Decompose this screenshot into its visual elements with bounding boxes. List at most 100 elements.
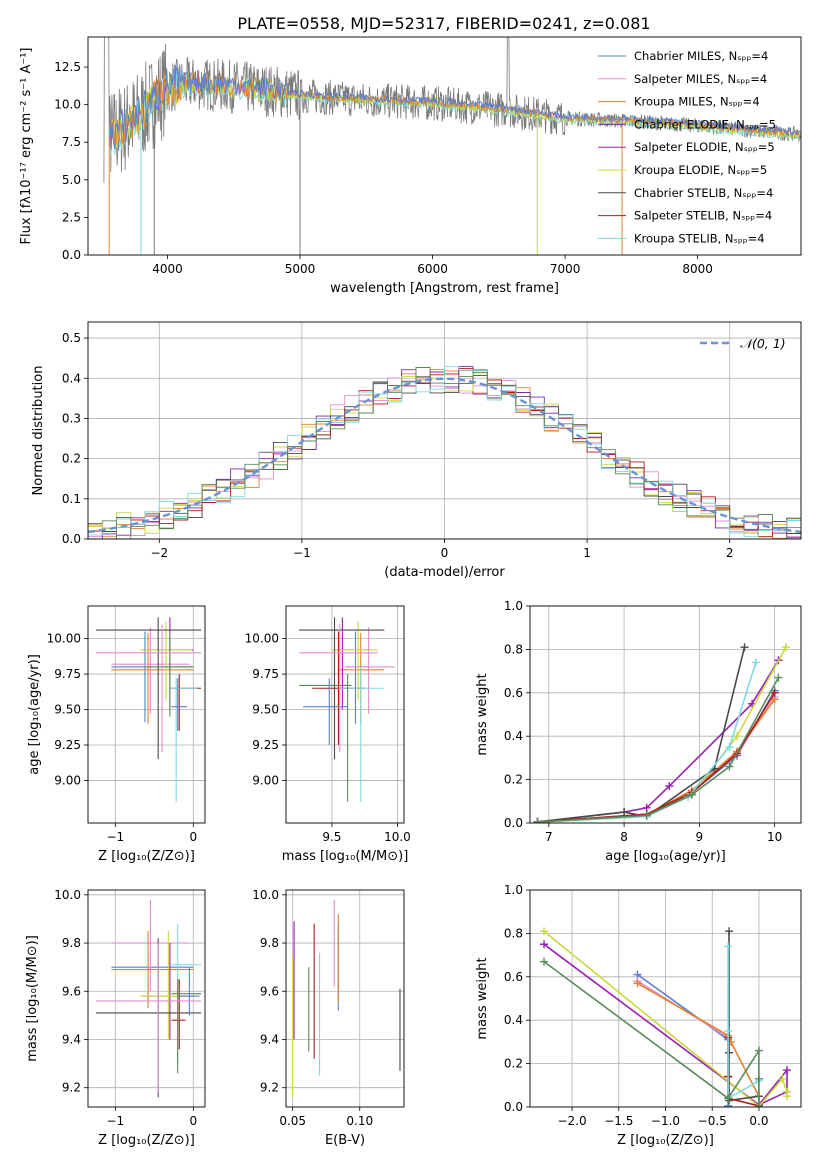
error-bar-point xyxy=(111,627,190,714)
plus-marker xyxy=(540,940,549,949)
x-tick-label: 0.05 xyxy=(279,1114,306,1128)
plus-marker xyxy=(782,1092,791,1101)
y-tick-label: 9.8 xyxy=(62,936,81,950)
x-axis-label: mass [log₁₀(M/M⊙)] xyxy=(282,849,409,864)
y-tick-label: 9.00 xyxy=(54,773,81,787)
error-bar-point xyxy=(95,624,202,753)
plus-marker xyxy=(782,1066,791,1075)
panels: 4000 5000 6000 7000 80000.02.55.07.510.012.5… xyxy=(19,36,802,1148)
plus-marker xyxy=(754,1074,763,1083)
x-axis-label: (data-model)/error xyxy=(384,565,505,580)
y-tick-label: 1.0 xyxy=(504,599,523,613)
x-tick-label: 7 xyxy=(545,830,553,844)
y-tick-label: 0.2 xyxy=(504,773,523,787)
error-bar-point xyxy=(338,666,385,802)
series-line xyxy=(537,647,746,823)
y-tick-label: 10.0 xyxy=(54,98,81,112)
error-bar-point xyxy=(111,899,190,992)
plus-marker xyxy=(620,808,629,817)
error-bar-point xyxy=(140,621,192,700)
plus-marker xyxy=(724,1101,733,1107)
y-tick-label: 9.50 xyxy=(54,703,81,717)
error-bar-point xyxy=(95,943,202,1093)
y-tick-label: 10.0 xyxy=(252,888,279,902)
series-line xyxy=(537,659,780,823)
series-line xyxy=(637,980,760,1107)
y-tick-label: 9.4 xyxy=(62,1032,81,1046)
error-bar-point xyxy=(111,632,194,724)
plus-marker xyxy=(754,1046,763,1055)
plus-marker xyxy=(665,782,674,791)
y-tick-label: 9.00 xyxy=(252,773,279,787)
figure-title: PLATE=0558, MJD=52317, FIBERID=0241, z=0… xyxy=(237,14,650,33)
error-bar-point xyxy=(338,632,385,724)
error-bar-point xyxy=(299,674,352,802)
plus-marker xyxy=(725,927,734,936)
x-tick-label: 7000 xyxy=(550,262,581,276)
series-line xyxy=(727,946,760,1107)
x-tick-label: 8000 xyxy=(682,262,713,276)
panel-mass-vs-Z: −1 0 9.2 9.4 9.6 9.8 10.0 Z [log₁₀(Z/Z⊙)] mass [… xyxy=(25,888,206,1148)
y-tick-label: 0.6 xyxy=(504,686,523,700)
series-line xyxy=(728,931,760,1106)
axes-frame xyxy=(285,605,405,824)
legend-entry: Salpeter STELIB, Nₛₚₚ=4 xyxy=(634,209,772,223)
error-bar-point xyxy=(148,632,194,717)
plot-area xyxy=(533,643,790,823)
y-tick-label: 0.4 xyxy=(504,1013,523,1027)
panel-spectrum: 4000 5000 6000 7000 8000 0.0 2.5 5.0 7.5 10.0 12.5… xyxy=(19,36,802,296)
error-bar-point xyxy=(299,624,378,753)
y-axis-label: age [log₁₀(age/yr)] xyxy=(27,654,42,775)
y-tick-label: 10.0 xyxy=(54,888,81,902)
y-tick-label: 9.25 xyxy=(252,738,279,752)
y-tick-label: 0.0 xyxy=(62,532,81,546)
axes-frame xyxy=(87,889,206,1108)
x-tick-label: −2 xyxy=(150,546,168,560)
weight-series xyxy=(533,658,760,823)
y-tick-label: 0.6 xyxy=(504,970,523,984)
plus-marker xyxy=(770,688,779,697)
error-bar-point xyxy=(345,627,395,714)
plot-area xyxy=(292,899,401,1098)
panel-mass-weight-vs-age: 7 8 9 10 0.0 0.2 0.4 0.6 0.8 1.0 age [log₁₀(age/yr… xyxy=(475,599,802,864)
panel-age-vs-Z: −1 0 9.00 9.25 9.50 9.75 10.00 Z [log₁₀(Z/Z⊙)] a… xyxy=(27,605,206,864)
axes-frame xyxy=(529,605,802,824)
x-axis-label: Z [log₁₀(Z/Z⊙)] xyxy=(617,1133,714,1148)
y-tick-label: 0.5 xyxy=(62,331,81,345)
legend-entry: Chabrier MILES, Nₛₚₚ=4 xyxy=(634,49,768,63)
x-tick-label: −0.5 xyxy=(698,1114,727,1128)
x-axis-label: wavelength [Angstrom, rest frame] xyxy=(330,281,559,296)
plus-marker xyxy=(540,927,549,936)
y-tick-label: 0.0 xyxy=(504,1100,523,1114)
legend-entry: Salpeter ELODIE, Nₛₚₚ=5 xyxy=(634,140,775,154)
y-axis-label: Flux [fλ10⁻¹⁷ erg cm⁻² s⁻¹ A⁻¹] xyxy=(19,48,34,245)
y-tick-label: 12.5 xyxy=(54,60,81,74)
y-tick-label: 0.3 xyxy=(62,411,81,425)
y-tick-label: 9.50 xyxy=(252,703,279,717)
weight-series xyxy=(540,957,763,1107)
error-bar-point xyxy=(111,631,194,723)
y-tick-label: 7.5 xyxy=(62,135,81,149)
y-tick-label: 9.25 xyxy=(54,738,81,752)
x-tick-label: 9.5 xyxy=(322,830,341,844)
plot-area xyxy=(95,899,202,1098)
x-tick-label: 0.10 xyxy=(346,1114,373,1128)
plus-marker xyxy=(633,979,642,988)
plus-marker xyxy=(533,818,542,823)
plus-marker xyxy=(781,643,790,652)
plot-area xyxy=(540,927,791,1107)
legend-entry: Kroupa MILES, Nₛₚₚ=4 xyxy=(634,95,760,109)
x-tick-label: 8 xyxy=(620,830,628,844)
y-tick-label: 9.6 xyxy=(260,984,279,998)
y-tick-label: 0.8 xyxy=(504,926,523,940)
x-tick-label: 1 xyxy=(583,546,591,560)
x-tick-label: −1.5 xyxy=(604,1114,633,1128)
legend-entry: Kroupa STELIB, Nₛₚₚ=4 xyxy=(634,231,765,245)
y-tick-label: 9.2 xyxy=(260,1081,279,1095)
plus-marker xyxy=(774,673,783,682)
spectrum-model-line xyxy=(108,71,801,148)
legend-entry: Chabrier STELIB, Nₛₚₚ=4 xyxy=(634,186,773,200)
residuals-legend: 𝒩(0, 1) xyxy=(700,336,786,351)
plot-area xyxy=(88,366,801,539)
x-tick-label: 10 xyxy=(767,830,782,844)
